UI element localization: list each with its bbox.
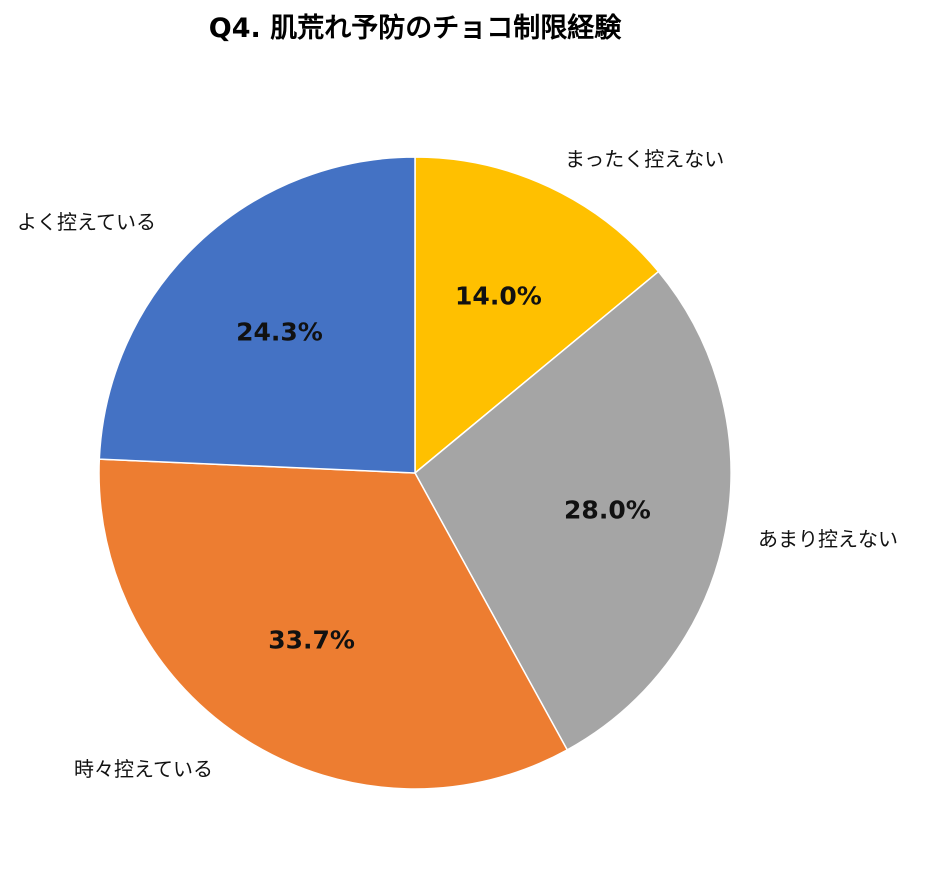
- pie-slice: [414, 156, 660, 475]
- category-label: まったく控えない: [565, 147, 724, 171]
- percent-label: 14.0%: [455, 282, 542, 311]
- pie-slice: [98, 156, 416, 474]
- pie-slice: [414, 270, 732, 751]
- category-label: よく控えている: [17, 210, 156, 234]
- chart-title: Q4. 肌荒れ予防のチョコ制限経験: [209, 12, 622, 44]
- category-label: あまり控えない: [758, 527, 898, 551]
- pie-slice: [98, 458, 569, 790]
- pie-slices: [98, 156, 732, 790]
- percent-label: 24.3%: [236, 318, 323, 347]
- percent-label: 28.0%: [564, 496, 651, 525]
- percent-labels: 14.0% 28.0% 33.7% 24.3%: [236, 282, 651, 655]
- percent-label: 33.7%: [268, 625, 355, 654]
- category-label: 時々控えている: [74, 757, 213, 781]
